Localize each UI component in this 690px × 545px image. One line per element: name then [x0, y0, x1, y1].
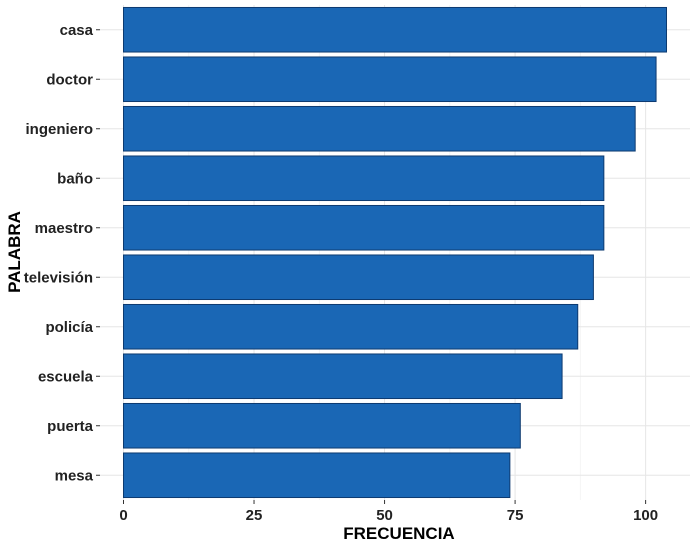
- bars: [122, 6, 668, 499]
- bar-maestro: [122, 204, 605, 251]
- y-tick-label: doctor: [46, 71, 93, 88]
- bar-casa: [122, 6, 668, 53]
- y-axis-title: PALABRA: [5, 211, 24, 293]
- x-tick-label: 75: [507, 507, 524, 524]
- y-tick-label: puerta: [47, 418, 94, 435]
- bar-escuela: [122, 353, 563, 400]
- y-tick-label: casa: [60, 22, 94, 39]
- x-tick-label: 25: [246, 507, 263, 524]
- bar-mesa: [122, 452, 511, 499]
- x-tick-label: 50: [376, 507, 393, 524]
- y-tick-label: ingeniero: [25, 121, 93, 138]
- bar-puerta: [122, 402, 521, 449]
- y-tick-label: escuela: [38, 368, 94, 385]
- bar-doctor: [122, 56, 657, 103]
- x-axis: 0 25 50 75 100: [119, 500, 658, 524]
- x-axis-title: FRECUENCIA: [343, 524, 454, 543]
- bar-policía: [122, 303, 579, 350]
- bar-ingeniero: [122, 105, 636, 152]
- y-tick-label: televisión: [24, 269, 93, 286]
- bar-televisión: [122, 254, 594, 301]
- x-tick-label: 0: [119, 507, 127, 524]
- x-tick-label: 100: [633, 507, 658, 524]
- y-tick-label: maestro: [35, 220, 93, 237]
- y-tick-label: policía: [45, 319, 93, 336]
- y-tick-label: mesa: [55, 467, 94, 484]
- y-tick-label: baño: [57, 170, 93, 187]
- y-axis: casa doctor ingeniero baño maestro televisión…: [24, 22, 100, 484]
- bar-baño: [122, 155, 605, 202]
